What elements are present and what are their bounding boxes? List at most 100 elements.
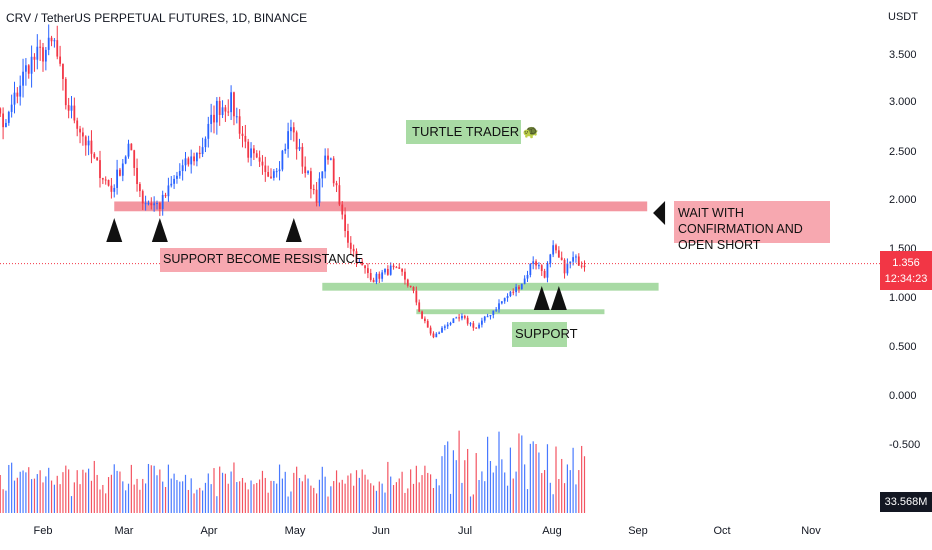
wait-confirmation-label[interactable]: WAIT WITH CONFIRMATION AND OPEN SHORT	[674, 201, 830, 252]
candle-body	[432, 333, 435, 338]
candle-body	[512, 291, 515, 293]
x-tick-label: Oct	[713, 525, 731, 537]
candle-body	[498, 303, 500, 310]
candle-body	[361, 261, 364, 266]
candle-body	[184, 158, 187, 166]
candle-body	[90, 140, 93, 154]
candle-body	[381, 272, 384, 279]
candle-body	[389, 265, 392, 275]
candle-body	[116, 169, 118, 188]
candle-body	[161, 194, 164, 209]
candle-body	[341, 204, 344, 215]
support-become-resistance-label[interactable]: SUPPORT BECOME RESISTANCE	[160, 248, 363, 272]
candle-body	[150, 203, 153, 206]
volume-badge: 33.568M	[880, 492, 932, 512]
candle-body	[404, 271, 406, 280]
resistance-zone	[114, 201, 648, 212]
candle-body	[93, 153, 96, 158]
candle-body	[141, 191, 144, 204]
candle-body	[301, 146, 304, 167]
candle-body	[158, 203, 161, 209]
candle-body	[392, 265, 395, 268]
candle-body	[438, 332, 441, 334]
candle-body	[59, 56, 61, 64]
y-tick-label: 2.000	[889, 194, 917, 206]
candle-body	[292, 127, 295, 133]
candle-body	[13, 92, 16, 105]
candle-body	[193, 156, 195, 162]
candle-body	[127, 143, 130, 157]
candle-body	[415, 290, 418, 303]
candle-body	[367, 268, 369, 274]
candle-body	[478, 324, 480, 328]
candle-body	[532, 261, 535, 264]
candle-body	[435, 333, 438, 338]
candle-body	[486, 316, 489, 318]
candle-body	[187, 158, 190, 165]
candle-body	[196, 152, 198, 162]
candle-body	[327, 155, 329, 160]
candle-body	[224, 107, 227, 112]
candle-body	[509, 291, 512, 297]
candle-body	[401, 268, 403, 272]
candle-body	[238, 116, 241, 134]
candle-body	[472, 323, 475, 328]
candle-body	[495, 309, 498, 311]
y-tick-label: 3.000	[889, 96, 917, 108]
candle-body	[540, 265, 543, 271]
candle-body	[324, 155, 327, 172]
candle-body	[44, 49, 47, 62]
candle-body	[369, 273, 372, 280]
up-arrow-marker	[151, 218, 168, 242]
candle-body	[19, 85, 22, 97]
candle-body	[352, 248, 355, 252]
candle-body	[332, 158, 335, 184]
candle-body	[429, 327, 432, 334]
candle-body	[136, 167, 138, 185]
candle-body	[572, 257, 574, 262]
candle-body	[412, 286, 415, 291]
up-arrow-marker	[533, 286, 550, 310]
last-price-badge: 1.356 12:34:23	[880, 251, 932, 290]
candle-body	[372, 279, 375, 283]
candle-body	[577, 256, 580, 266]
candle-body	[500, 301, 503, 304]
candle-body	[441, 327, 443, 333]
candle-body	[347, 231, 349, 243]
candle-body	[538, 265, 540, 267]
candle-body	[386, 268, 389, 275]
candle-body	[583, 265, 586, 268]
y-tick-label: 3.500	[889, 49, 917, 61]
candle-body	[458, 317, 460, 319]
candle-body	[555, 245, 557, 251]
candle-body	[455, 317, 458, 319]
candle-body	[76, 120, 79, 129]
x-tick-label: May	[284, 525, 306, 537]
candle-body	[70, 105, 73, 111]
candle-body	[349, 242, 352, 249]
candle-body	[130, 143, 133, 151]
candle-body	[113, 187, 116, 192]
candle-body	[344, 214, 346, 232]
candle-body	[364, 265, 366, 269]
candle-body	[250, 148, 252, 158]
candle-body	[241, 133, 244, 136]
candle-body	[261, 161, 264, 166]
candle-body	[215, 100, 218, 123]
candle-body	[101, 178, 104, 180]
candle-body	[298, 146, 301, 150]
support-label[interactable]: SUPPORT	[512, 322, 578, 347]
turtle-trader-label[interactable]: TURTLE TRADER 🐢	[406, 120, 539, 144]
candle-body	[173, 178, 175, 184]
candle-body	[358, 261, 361, 263]
candle-body	[124, 156, 127, 164]
candle-body	[483, 316, 486, 321]
candle-body	[312, 189, 315, 191]
candle-body	[518, 286, 520, 290]
last-price-value: 1.356	[892, 257, 920, 269]
candle-body	[213, 114, 215, 123]
candle-body	[99, 160, 101, 179]
up-arrow-marker	[106, 218, 123, 242]
x-tick-label: Nov	[801, 525, 821, 537]
